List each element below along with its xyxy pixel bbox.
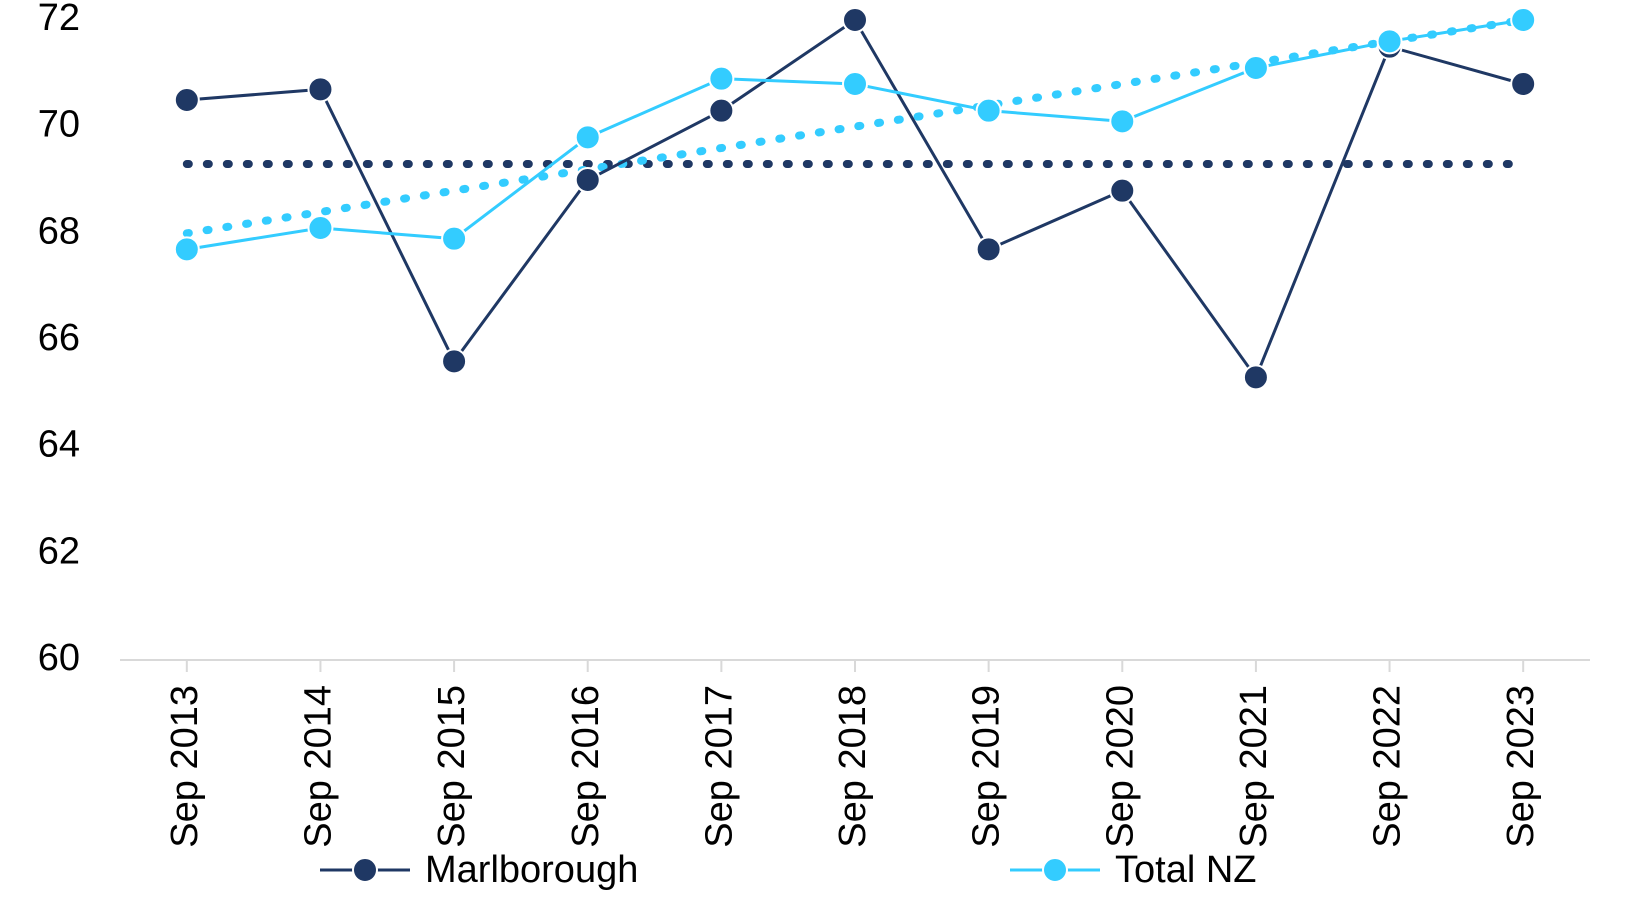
x-tick-label: Sep 2016 <box>565 685 607 848</box>
series-marker <box>843 72 867 96</box>
line-chart: 60 62 64 66 68 70 72 Sep 2013 Sep 2014 Sep 2015 Se… <box>0 0 1630 910</box>
y-tick-label: 72 <box>38 0 80 39</box>
series-marker <box>843 8 867 32</box>
series-marker <box>1110 109 1134 133</box>
x-tick-label: Sep 2015 <box>431 685 473 848</box>
series-marker <box>709 99 733 123</box>
y-tick-label: 62 <box>38 530 80 572</box>
x-tick-label: Sep 2018 <box>832 685 874 848</box>
trendline-1 <box>187 20 1523 233</box>
y-tick-label: 66 <box>38 317 80 359</box>
legend-label-1: Total NZ <box>1115 849 1256 891</box>
series-marker <box>977 237 1001 261</box>
y-tick-label: 68 <box>38 210 80 252</box>
series-marker <box>1511 8 1535 32</box>
legend-marker-0 <box>353 858 377 882</box>
series-marker <box>576 168 600 192</box>
series-marker <box>1511 72 1535 96</box>
legend-marker-1 <box>1043 858 1067 882</box>
series-marker <box>1378 29 1402 53</box>
series-marker <box>442 227 466 251</box>
series-marker <box>1244 365 1268 389</box>
series-marker <box>442 349 466 373</box>
x-tick-label: Sep 2017 <box>698 685 740 848</box>
x-tick-label: Sep 2019 <box>966 685 1008 848</box>
series-marker <box>1244 56 1268 80</box>
legend-label-0: Marlborough <box>425 849 638 891</box>
x-tick-label: Sep 2021 <box>1233 685 1275 848</box>
y-tick-label: 64 <box>38 424 80 466</box>
series-marker <box>1110 179 1134 203</box>
series-marker <box>175 237 199 261</box>
y-tick-label: 60 <box>38 637 80 679</box>
x-tick-label: Sep 2022 <box>1367 685 1409 848</box>
chart-container: 60 62 64 66 68 70 72 Sep 2013 Sep 2014 Sep 2015 Se… <box>0 0 1630 910</box>
series-marker <box>308 216 332 240</box>
x-tick-label: Sep 2020 <box>1099 685 1141 848</box>
series-marker <box>977 99 1001 123</box>
x-tick-label: Sep 2023 <box>1500 685 1542 848</box>
series-marker <box>709 67 733 91</box>
series-marker <box>175 88 199 112</box>
x-tick-label: Sep 2013 <box>164 685 206 848</box>
series-marker <box>308 77 332 101</box>
x-tick-label: Sep 2014 <box>297 685 339 848</box>
series-marker <box>576 125 600 149</box>
y-tick-label: 70 <box>38 104 80 146</box>
